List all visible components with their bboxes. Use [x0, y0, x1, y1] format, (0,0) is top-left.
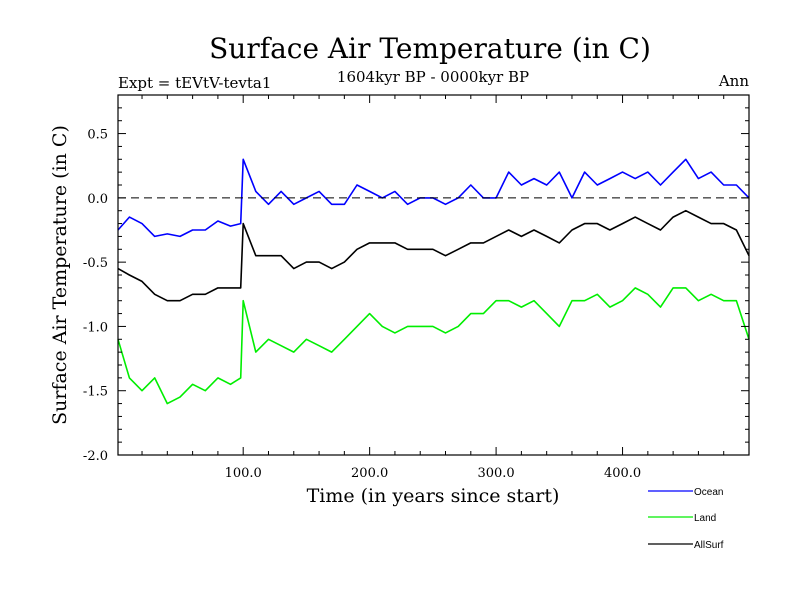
- y-tick-label: -1.5: [83, 385, 108, 400]
- y-tick-label: -0.5: [83, 256, 108, 271]
- series-line-ocean: [117, 158, 750, 238]
- plot-frame: [117, 94, 750, 456]
- x-axis-label: Time (in years since start): [307, 485, 560, 507]
- plot-series-group: [117, 158, 750, 405]
- y-tick-label: -1.0: [83, 320, 108, 335]
- legend-label-allsurf: AllSurf: [694, 540, 724, 551]
- x-tick-label: 300.0: [477, 466, 514, 481]
- period-label: 1604kyr BP - 0000kyr BP: [337, 68, 529, 86]
- y-tick-label: -2.0: [83, 449, 108, 464]
- axis-ticks-group: 100.0 200.0 300.0 400.0 0.5 0.0 -0.5 -1.0 -1.5 -2…: [83, 95, 749, 481]
- legend-label-land: Land: [694, 513, 716, 524]
- legend-label-ocean: Ocean: [694, 487, 723, 498]
- experiment-label: Expt = tEVtV-tevta1: [118, 74, 271, 92]
- y-tick-label: 0.5: [87, 128, 108, 143]
- series-line-land: [117, 287, 750, 405]
- legend: Ocean Land AllSurf: [648, 487, 724, 551]
- x-tick-label: 100.0: [225, 466, 262, 481]
- y-axis-label: Surface Air Temperature (in C): [49, 125, 71, 425]
- chart-title: Surface Air Temperature (in C): [209, 32, 651, 65]
- season-label: Ann: [718, 72, 749, 90]
- series-line-allsurf: [117, 209, 750, 302]
- x-tick-label: 400.0: [604, 466, 641, 481]
- x-tick-label: 200.0: [351, 466, 388, 481]
- y-tick-label: 0.0: [87, 192, 108, 207]
